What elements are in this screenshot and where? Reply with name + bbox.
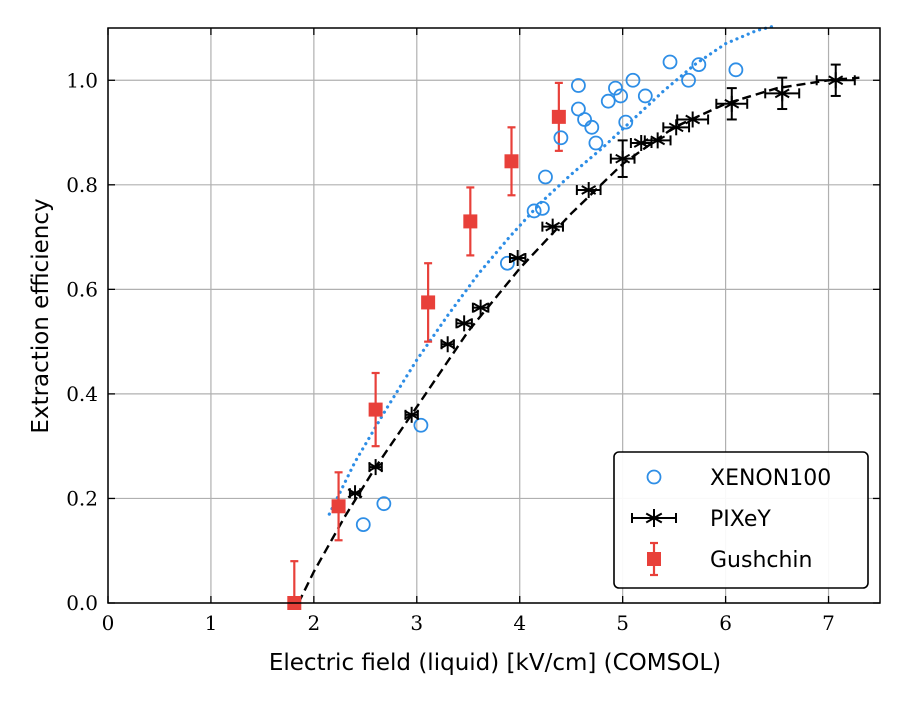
y-axis-title: Extraction efficiency — [28, 198, 54, 433]
xenon100-point — [662, 54, 678, 70]
xenon100-point — [413, 417, 429, 433]
legend-marker-xenon100 — [646, 469, 662, 485]
xenon100-point — [553, 130, 569, 146]
ticks: 0 1 2 3 4 5 6 7 0.0 0.2 0.4 0.6 0.8 1.0 — [66, 28, 880, 635]
pixey-point — [368, 459, 384, 476]
x-tick-label: 5 — [616, 611, 629, 635]
legend-label-pixey: PIXeY — [710, 507, 771, 532]
legend-entry-gushchin: Gushchin — [647, 541, 813, 577]
pixey-point — [440, 336, 456, 353]
xenon100-point — [691, 57, 707, 72]
x-tick-label: 4 — [513, 611, 526, 635]
xenon100-point — [600, 93, 616, 109]
x-tick-label: 7 — [822, 611, 835, 635]
legend-marker-pixey — [631, 509, 677, 527]
x-tick-label: 2 — [307, 611, 320, 635]
y-tick-label: 0.0 — [66, 591, 98, 615]
xenon100-point — [534, 200, 550, 216]
legend-marker-gushchin — [647, 541, 661, 577]
xenon100-point — [588, 135, 604, 151]
xenon100-point — [681, 72, 696, 88]
x-tick-label: 3 — [410, 611, 423, 635]
pixey-point — [662, 119, 691, 136]
legend: XENON100 PIXeY Gushchin — [613, 451, 869, 589]
x-axis-title: Electric field (liquid) [kV/cm] (COMSOL) — [269, 650, 721, 676]
pixey-point — [676, 111, 710, 128]
pixey-point — [629, 135, 653, 151]
xenon100-point — [728, 62, 744, 78]
xenon100-point — [355, 517, 371, 532]
xenon100-point — [538, 169, 553, 185]
pixey-point — [715, 87, 749, 121]
xenon100-fit-curve — [327, 23, 779, 516]
xenon100-point — [376, 496, 392, 512]
legend-entry-xenon100: XENON100 — [646, 466, 831, 491]
pixey-point — [643, 132, 672, 149]
legend-label-xenon100: XENON100 — [710, 466, 831, 491]
x-tick-label: 6 — [719, 611, 732, 635]
gushchin-point — [331, 471, 346, 542]
grid — [107, 28, 880, 604]
plot-frame — [107, 27, 881, 604]
gushchin-point — [551, 81, 566, 152]
xenon100-point — [499, 255, 515, 271]
pixey-point — [609, 139, 636, 178]
pixey-point — [455, 315, 473, 332]
xenon100-point — [637, 88, 653, 104]
xenon100-point — [625, 72, 641, 88]
data-marks — [287, 54, 856, 610]
legend-label-gushchin: Gushchin — [710, 548, 813, 573]
legend-box — [613, 451, 869, 589]
y-tick-label: 0.2 — [66, 486, 98, 510]
pixey-fit-curve — [297, 76, 860, 604]
x-tick-label: 0 — [102, 611, 115, 635]
xenon100-point — [584, 119, 600, 135]
axes — [107, 27, 881, 604]
xenon100-point — [608, 80, 623, 96]
gushchin-point — [504, 126, 519, 197]
pixey-point — [541, 218, 564, 235]
gushchin-point — [463, 186, 478, 257]
pixey-point — [575, 182, 602, 199]
pixey-point — [764, 76, 801, 111]
pixey-point — [815, 63, 856, 97]
y-tick-label: 0.6 — [66, 277, 98, 301]
y-tick-label: 0.4 — [66, 382, 98, 406]
xenon100-point — [571, 78, 586, 93]
xenon100-point — [526, 203, 542, 219]
xenon100-point — [618, 114, 634, 130]
y-tick-label: 0.8 — [66, 173, 98, 197]
pixey-point — [508, 250, 527, 266]
y-tick-label: 1.0 — [66, 68, 98, 92]
fit-curves — [297, 23, 860, 604]
gushchin-point — [368, 371, 383, 448]
pixey-point — [347, 485, 363, 502]
pixey-point — [404, 406, 420, 423]
xenon100-point — [577, 112, 592, 127]
xenon100-point — [613, 88, 629, 104]
pixey-point — [471, 299, 490, 316]
gushchin-point — [421, 262, 436, 343]
x-tick-label: 1 — [205, 611, 218, 635]
legend-entry-pixey: PIXeY — [631, 507, 771, 532]
